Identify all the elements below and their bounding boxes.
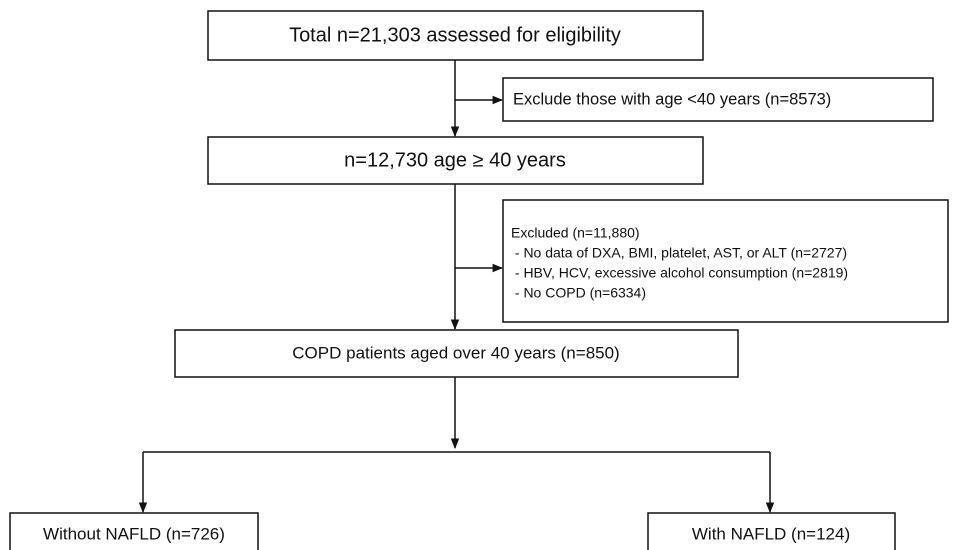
- box: [207, 136, 704, 185]
- box: [647, 512, 896, 550]
- box-label: COPD patients aged over 40 years (n=850): [292, 343, 619, 362]
- box: [502, 199, 949, 323]
- box-line: - No data of DXA, BMI, platelet, AST, or…: [511, 245, 847, 261]
- box-label: Exclude those with age <40 years (n=8573…: [513, 90, 831, 108]
- box-line: Excluded (n=11,880): [511, 225, 640, 241]
- box: [502, 77, 934, 122]
- box: [174, 329, 739, 378]
- box: [9, 512, 259, 550]
- box-label: With NAFLD (n=124): [692, 524, 850, 543]
- box-label: n=12,730 age ≥ 40 years: [344, 149, 566, 171]
- box-line: - HBV, HCV, excessive alcohol consumptio…: [511, 265, 848, 281]
- box-label: Without NAFLD (n=726): [43, 524, 225, 543]
- box: [207, 10, 704, 61]
- box-label: Total n=21,303 assessed for eligibility: [289, 24, 621, 46]
- box-line: - No COPD (n=6334): [511, 285, 646, 301]
